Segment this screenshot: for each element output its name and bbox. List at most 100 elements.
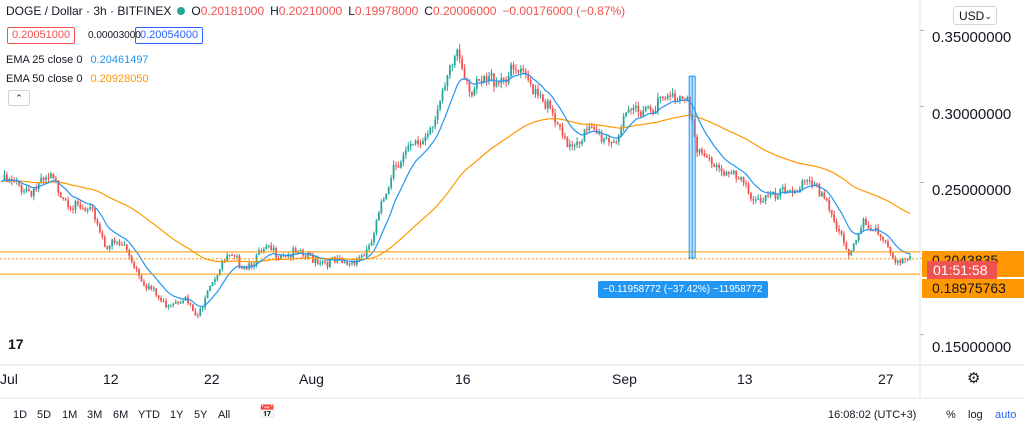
candle-body bbox=[872, 230, 875, 232]
y-tick-label: 0.30000000 bbox=[932, 106, 1012, 123]
candle-body bbox=[906, 258, 909, 260]
range-1y-button[interactable]: 1Y bbox=[170, 409, 184, 421]
candle-body bbox=[632, 107, 635, 111]
candle-body bbox=[840, 231, 843, 235]
candle-body bbox=[507, 75, 510, 83]
candle-body bbox=[896, 260, 899, 263]
candle-body bbox=[532, 84, 534, 95]
candle-body bbox=[368, 245, 371, 250]
candle-body bbox=[387, 187, 390, 194]
range-3m-button[interactable]: 3M bbox=[87, 409, 103, 421]
candle-body bbox=[30, 190, 33, 197]
candle-body bbox=[32, 188, 35, 197]
candle-body bbox=[152, 288, 155, 290]
candle-body bbox=[891, 252, 894, 259]
candle-body bbox=[236, 255, 238, 257]
candle-body bbox=[708, 157, 711, 159]
candle-body bbox=[106, 246, 109, 249]
candle-body bbox=[517, 70, 520, 73]
range-1d-button[interactable]: 1D bbox=[13, 409, 28, 421]
x-tick-label: 12 bbox=[103, 371, 119, 387]
candle-body bbox=[617, 135, 620, 142]
ema50-legend[interactable]: EMA 50 close 0 0.20928050 bbox=[6, 73, 149, 85]
candle-body bbox=[25, 188, 28, 192]
candle-body bbox=[808, 180, 811, 182]
buy-button[interactable]: 0.20054000 bbox=[135, 27, 204, 44]
open-value: 0.20181000 bbox=[200, 4, 265, 18]
range-5d-button[interactable]: 5D bbox=[37, 409, 52, 421]
candle-body bbox=[735, 170, 738, 179]
candle-body bbox=[759, 198, 762, 203]
candle-body bbox=[884, 240, 887, 242]
candle-body bbox=[537, 88, 539, 96]
chevron-up-icon[interactable]: ⌃ bbox=[8, 90, 30, 106]
candle-body bbox=[103, 236, 106, 247]
candle-body bbox=[182, 300, 185, 303]
candle-body bbox=[659, 96, 662, 98]
gear-icon[interactable]: ⚙ bbox=[967, 370, 981, 387]
clock-time[interactable]: 16:08:02 (UTC+3) bbox=[828, 409, 917, 421]
candle-body bbox=[634, 105, 637, 108]
candle-body bbox=[556, 122, 559, 125]
candle-body bbox=[192, 304, 194, 311]
auto-toggle[interactable]: auto bbox=[995, 409, 1017, 421]
candle-body bbox=[519, 68, 522, 73]
candle-body bbox=[803, 180, 806, 182]
candle-body bbox=[353, 261, 356, 265]
range-5y-button[interactable]: 5Y bbox=[194, 409, 208, 421]
candle-body bbox=[740, 177, 743, 180]
candle-body bbox=[463, 68, 466, 79]
range-all-button[interactable]: All bbox=[218, 409, 231, 421]
sell-button[interactable]: 0.20051000 bbox=[7, 27, 76, 44]
range-6m-button[interactable]: 6M bbox=[113, 409, 129, 421]
candle-body bbox=[674, 93, 676, 102]
candle-body bbox=[546, 100, 549, 109]
candle-body bbox=[493, 73, 495, 87]
range-ytd-button[interactable]: YTD bbox=[138, 409, 160, 421]
symbol-title[interactable]: DOGE / Dollar · 3h · BITFINEX bbox=[6, 4, 172, 18]
ema50-value: 0.20928050 bbox=[90, 73, 149, 85]
candle-body bbox=[838, 228, 840, 232]
candle-body bbox=[801, 180, 804, 189]
close-label: C bbox=[424, 4, 433, 18]
candle-body bbox=[828, 200, 831, 210]
candle-body bbox=[402, 154, 405, 163]
candle-body bbox=[701, 149, 703, 154]
candle-body bbox=[209, 285, 211, 291]
candle-body bbox=[223, 260, 226, 262]
candle-body bbox=[664, 98, 667, 100]
currency-select[interactable]: USD ⌄ bbox=[953, 6, 997, 25]
candle-body bbox=[698, 149, 701, 153]
candle-body bbox=[133, 262, 136, 268]
candle-body bbox=[64, 198, 67, 201]
candle-body bbox=[81, 208, 84, 210]
candle-body bbox=[798, 188, 801, 193]
candle-body bbox=[727, 171, 730, 174]
candle-body bbox=[666, 95, 669, 99]
candle-body bbox=[20, 185, 23, 193]
candle-body bbox=[551, 108, 554, 114]
high-value: 0.20210000 bbox=[278, 4, 343, 18]
candle-body bbox=[639, 111, 642, 117]
candle-body bbox=[226, 255, 229, 262]
candle-body bbox=[240, 267, 243, 269]
calendar-goto-icon[interactable]: 📅 bbox=[259, 404, 276, 419]
candle-body bbox=[13, 181, 16, 183]
candle-body bbox=[855, 240, 858, 244]
ema25-legend[interactable]: EMA 25 close 0 0.20461497 bbox=[6, 54, 149, 66]
range-1m-button[interactable]: 1M bbox=[62, 409, 78, 421]
candle-body bbox=[796, 190, 799, 193]
percent-toggle[interactable]: % bbox=[946, 409, 956, 421]
candle-body bbox=[206, 290, 209, 299]
candle-body bbox=[214, 279, 216, 282]
candle-body bbox=[627, 109, 630, 113]
log-toggle[interactable]: log bbox=[968, 409, 983, 421]
candle-body bbox=[143, 281, 145, 286]
x-tick-label: Aug bbox=[299, 371, 324, 387]
candle-body bbox=[737, 178, 740, 180]
tradingview-logo-icon[interactable]: 17 bbox=[8, 336, 24, 352]
candle-body bbox=[233, 255, 236, 257]
candle-body bbox=[321, 261, 324, 263]
candle-body bbox=[588, 126, 591, 131]
